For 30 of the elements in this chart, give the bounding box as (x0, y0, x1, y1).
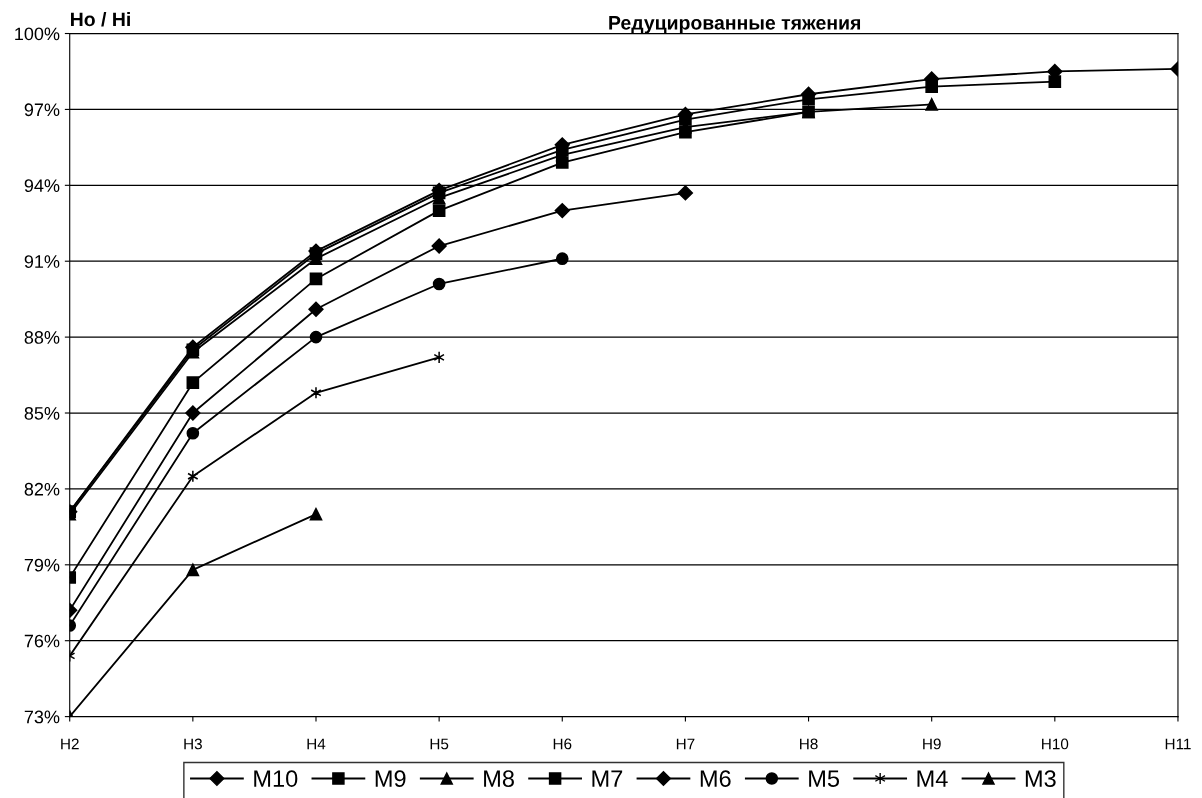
legend-label: M5 (809, 770, 840, 787)
y-tick-label: 73% (24, 710, 60, 724)
legend-label: M8 (484, 770, 514, 787)
x-tick-label: H10 (1042, 738, 1069, 750)
legend-label: M9 (375, 770, 406, 787)
y-tick-label: 76% (24, 634, 60, 648)
x-tick-label: H8 (800, 738, 818, 750)
y-tick-label: 100% (15, 27, 60, 41)
y-tick-label: 88% (24, 331, 60, 344)
x-tick-label: H11 (1165, 738, 1191, 750)
y-tick-label: 79% (24, 558, 60, 572)
y-tick-label: 82% (24, 482, 60, 496)
x-tick-label: H3 (184, 738, 202, 750)
legend-label: M6 (700, 770, 731, 787)
y-tick-label: 91% (24, 255, 60, 268)
x-tick-label: H4 (307, 738, 326, 750)
x-tick-label: H2 (61, 738, 79, 750)
y-tick-label: 94% (24, 179, 60, 193)
x-tick-label: H7 (676, 738, 695, 750)
x-tick-label: H9 (923, 738, 941, 750)
y-axis-title: Ho / Hi (71, 11, 130, 27)
y-tick-label: 97% (24, 103, 60, 117)
x-tick-label: H6 (553, 738, 572, 750)
chart-title: Редуцированные тяжения (609, 16, 861, 34)
x-tick-label: H5 (430, 738, 449, 750)
y-tick-label: 85% (24, 406, 60, 420)
legend-label: M3 (1025, 770, 1056, 787)
legend-label: M4 (917, 770, 948, 787)
legend-label: M10 (254, 770, 298, 787)
legend-label: M7 (592, 770, 623, 787)
